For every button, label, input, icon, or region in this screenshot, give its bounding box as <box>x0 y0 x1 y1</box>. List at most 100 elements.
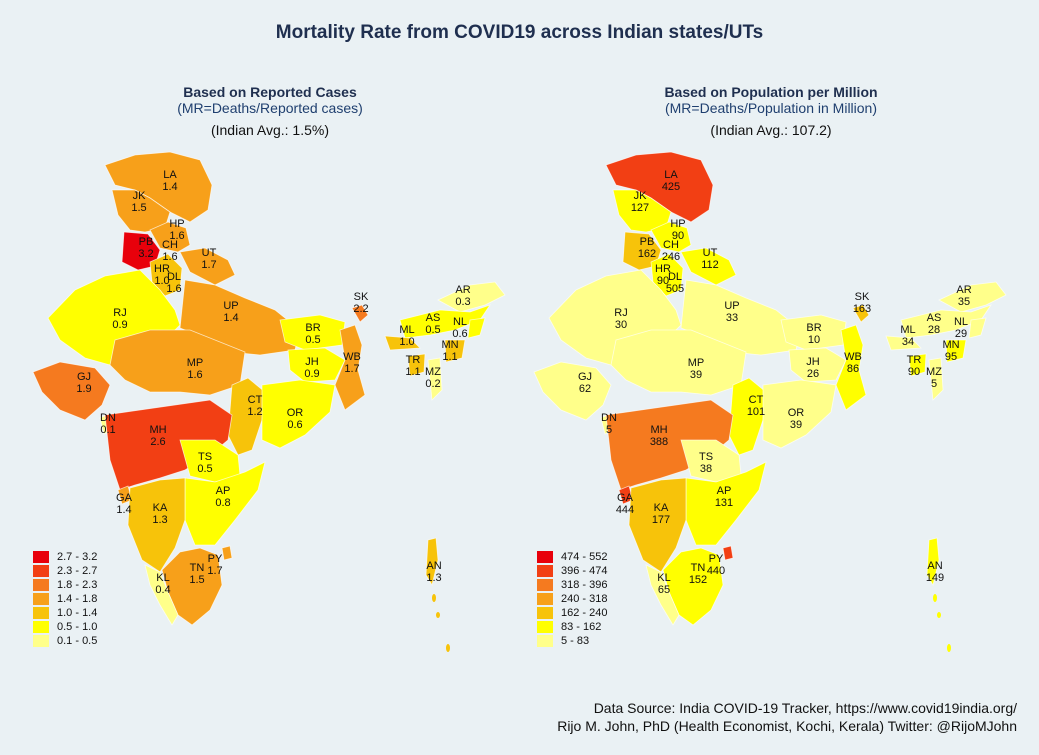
state-code-label: JK <box>634 190 648 202</box>
state-code-label: LA <box>163 169 177 181</box>
state-code-label: DL <box>167 271 181 283</box>
state-code-label: LA <box>664 169 678 181</box>
state-value-label: 246 <box>662 251 680 263</box>
state-code-label: HR <box>154 263 170 275</box>
legend-label: 1.0 - 1.4 <box>57 607 98 619</box>
state-code-label: JK <box>133 190 147 202</box>
state-code-label: BR <box>806 322 821 334</box>
state-code-label: UT <box>703 247 718 259</box>
legend-swatch <box>537 621 553 633</box>
state-value-label: 62 <box>579 383 591 395</box>
legend-label: 1.4 - 1.8 <box>57 593 98 605</box>
state-region-br <box>279 314 346 351</box>
state-value-label: 0.8 <box>215 497 230 509</box>
state-region-an <box>425 537 439 587</box>
legend-label: 1.8 - 2.3 <box>57 579 98 591</box>
state-region-mz <box>427 357 443 401</box>
state-code-label: ML <box>399 324 414 336</box>
state-region-or <box>762 379 837 449</box>
legend-swatch <box>33 565 49 577</box>
state-code-label: DN <box>601 412 617 424</box>
state-value-label: 149 <box>926 572 944 584</box>
state-region-kl <box>144 564 179 626</box>
state-code-label: JH <box>305 356 319 368</box>
state-region-ut <box>680 247 737 286</box>
state-region-la <box>605 151 714 223</box>
state-region-mz <box>928 357 944 401</box>
legend-label: 162 - 240 <box>561 607 608 619</box>
state-code-label: SK <box>354 291 369 303</box>
legend-item: 474 - 552 <box>537 550 607 564</box>
state-value-label: 33 <box>726 312 738 324</box>
legend-swatch <box>33 607 49 619</box>
state-value-label: 1.4 <box>162 181 177 193</box>
state-code-label: TS <box>198 451 212 463</box>
state-code-label: AS <box>426 312 441 324</box>
legend-item: 0.1 - 0.5 <box>33 634 97 648</box>
state-value-label: 0.9 <box>304 368 319 380</box>
state-code-label: DN <box>100 412 116 424</box>
state-code-label: HP <box>670 218 685 230</box>
state-code-label: PY <box>709 553 724 565</box>
state-code-label: NL <box>954 316 968 328</box>
state-code-label: UP <box>223 300 238 312</box>
state-value-label: 1.4 <box>223 312 238 324</box>
state-region-br <box>780 314 847 351</box>
state-value-label: 112 <box>701 259 719 271</box>
legend-item: 318 - 396 <box>537 578 607 592</box>
state-value-label: 388 <box>650 436 668 448</box>
state-code-label: RJ <box>614 307 627 319</box>
legend-reported: 2.7 - 3.2 2.3 - 2.7 1.8 - 2.3 1.4 - 1.8 1.0 … <box>33 550 97 648</box>
legend-label: 5 - 83 <box>561 635 590 647</box>
state-region-nl <box>968 317 987 339</box>
state-code-label: WB <box>343 351 361 363</box>
state-value-label: 1.6 <box>187 369 202 381</box>
state-code-label: KL <box>657 572 670 584</box>
legend-label: 474 - 552 <box>561 551 608 563</box>
state-value-label: 39 <box>790 419 802 431</box>
state-region-kl <box>645 564 680 626</box>
island-marker <box>432 594 436 602</box>
state-code-label: ML <box>900 324 915 336</box>
state-region-mp <box>109 329 246 396</box>
state-code-label: RJ <box>113 307 126 319</box>
state-region-mn <box>945 339 967 363</box>
legend-label: 2.3 - 2.7 <box>57 565 98 577</box>
state-value-label: 177 <box>652 514 670 526</box>
state-value-label: 35 <box>958 296 970 308</box>
state-value-label: 1.0 <box>399 336 414 348</box>
state-region-sk <box>852 304 870 323</box>
legend-swatch <box>537 579 553 591</box>
legend-item: 1.4 - 1.8 <box>33 592 97 606</box>
state-code-label: CT <box>248 394 263 406</box>
state-value-label: 39 <box>690 369 702 381</box>
state-region-la <box>104 151 213 223</box>
legend-swatch <box>537 607 553 619</box>
state-region-ka <box>628 477 687 573</box>
island-marker <box>947 644 951 652</box>
state-value-label: 0.1 <box>100 424 115 436</box>
state-region-hp <box>149 221 191 253</box>
state-value-label: 28 <box>928 324 940 336</box>
state-code-label: GJ <box>77 371 91 383</box>
state-code-label: AP <box>717 485 732 497</box>
state-value-label: 440 <box>707 565 725 577</box>
footer: Data Source: India COVID-19 Tracker, htt… <box>557 699 1017 735</box>
legend-item: 1.0 - 1.4 <box>33 606 97 620</box>
state-code-label: PB <box>640 236 655 248</box>
state-region-ct <box>728 377 767 456</box>
state-value-label: 29 <box>955 328 967 340</box>
state-region-gj <box>32 361 111 421</box>
state-region-tr <box>908 353 927 377</box>
island-marker <box>436 612 440 618</box>
legend-swatch <box>33 593 49 605</box>
state-code-label: CH <box>162 239 178 251</box>
state-value-label: 1.3 <box>152 514 167 526</box>
legend-item: 0.5 - 1.0 <box>33 620 97 634</box>
legend-label: 2.7 - 3.2 <box>57 551 98 563</box>
state-region-an <box>926 537 940 587</box>
state-code-label: SK <box>855 291 870 303</box>
state-value-label: 505 <box>666 283 684 295</box>
panel-header-population: Based on Population per Million (MR=Deat… <box>581 84 961 139</box>
